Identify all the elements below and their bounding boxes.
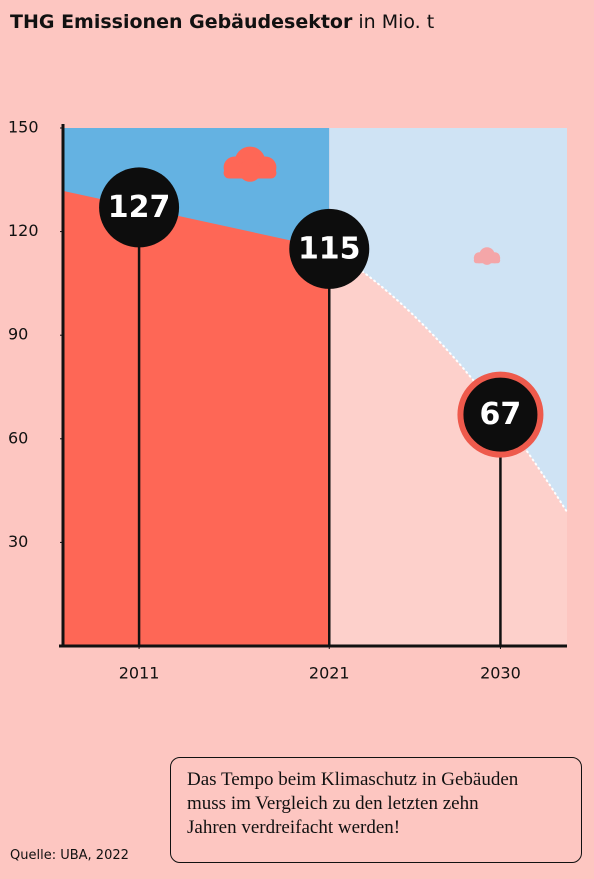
note-box: Das Tempo beim Klimaschutz in Gebäuden mu… <box>170 757 582 863</box>
note-line: muss im Vergleich zu den letzten zehn <box>187 793 479 814</box>
y-tick-label: 30 <box>8 532 28 551</box>
y-tick-label: 90 <box>8 325 28 344</box>
value-label: 67 <box>480 397 522 432</box>
value-label: 127 <box>108 190 171 225</box>
trend-curve <box>328 247 568 513</box>
cloud-base <box>223 167 277 179</box>
past-area <box>63 190 330 647</box>
x-tick-label: 2021 <box>309 664 350 683</box>
future-area <box>329 248 567 646</box>
x-tick-label: 2011 <box>119 664 160 683</box>
chart-title: THG Emissionen Gebäudesektor in Mio. t <box>10 11 434 33</box>
y-tick-label: 150 <box>8 118 39 137</box>
note-line: Jahren verdreifacht werden! <box>187 817 401 838</box>
value-label: 115 <box>298 231 361 266</box>
note-line: Das Tempo beim Klimaschutz in Gebäuden <box>187 769 519 790</box>
value-bubble <box>457 371 544 458</box>
title-unit: in Mio. t <box>358 11 434 33</box>
cloud-base <box>473 257 501 264</box>
x-tick-label: 2030 <box>480 664 521 683</box>
source: Quelle: UBA, 2022 <box>10 848 129 863</box>
title-main: THG Emissionen Gebäudesektor <box>10 11 353 33</box>
value-bubble <box>99 167 180 248</box>
cloud <box>473 247 501 265</box>
y-tick-label: 60 <box>8 428 28 447</box>
y-tick-label: 120 <box>8 221 39 240</box>
cloud <box>223 146 277 182</box>
value-bubble <box>289 208 370 289</box>
